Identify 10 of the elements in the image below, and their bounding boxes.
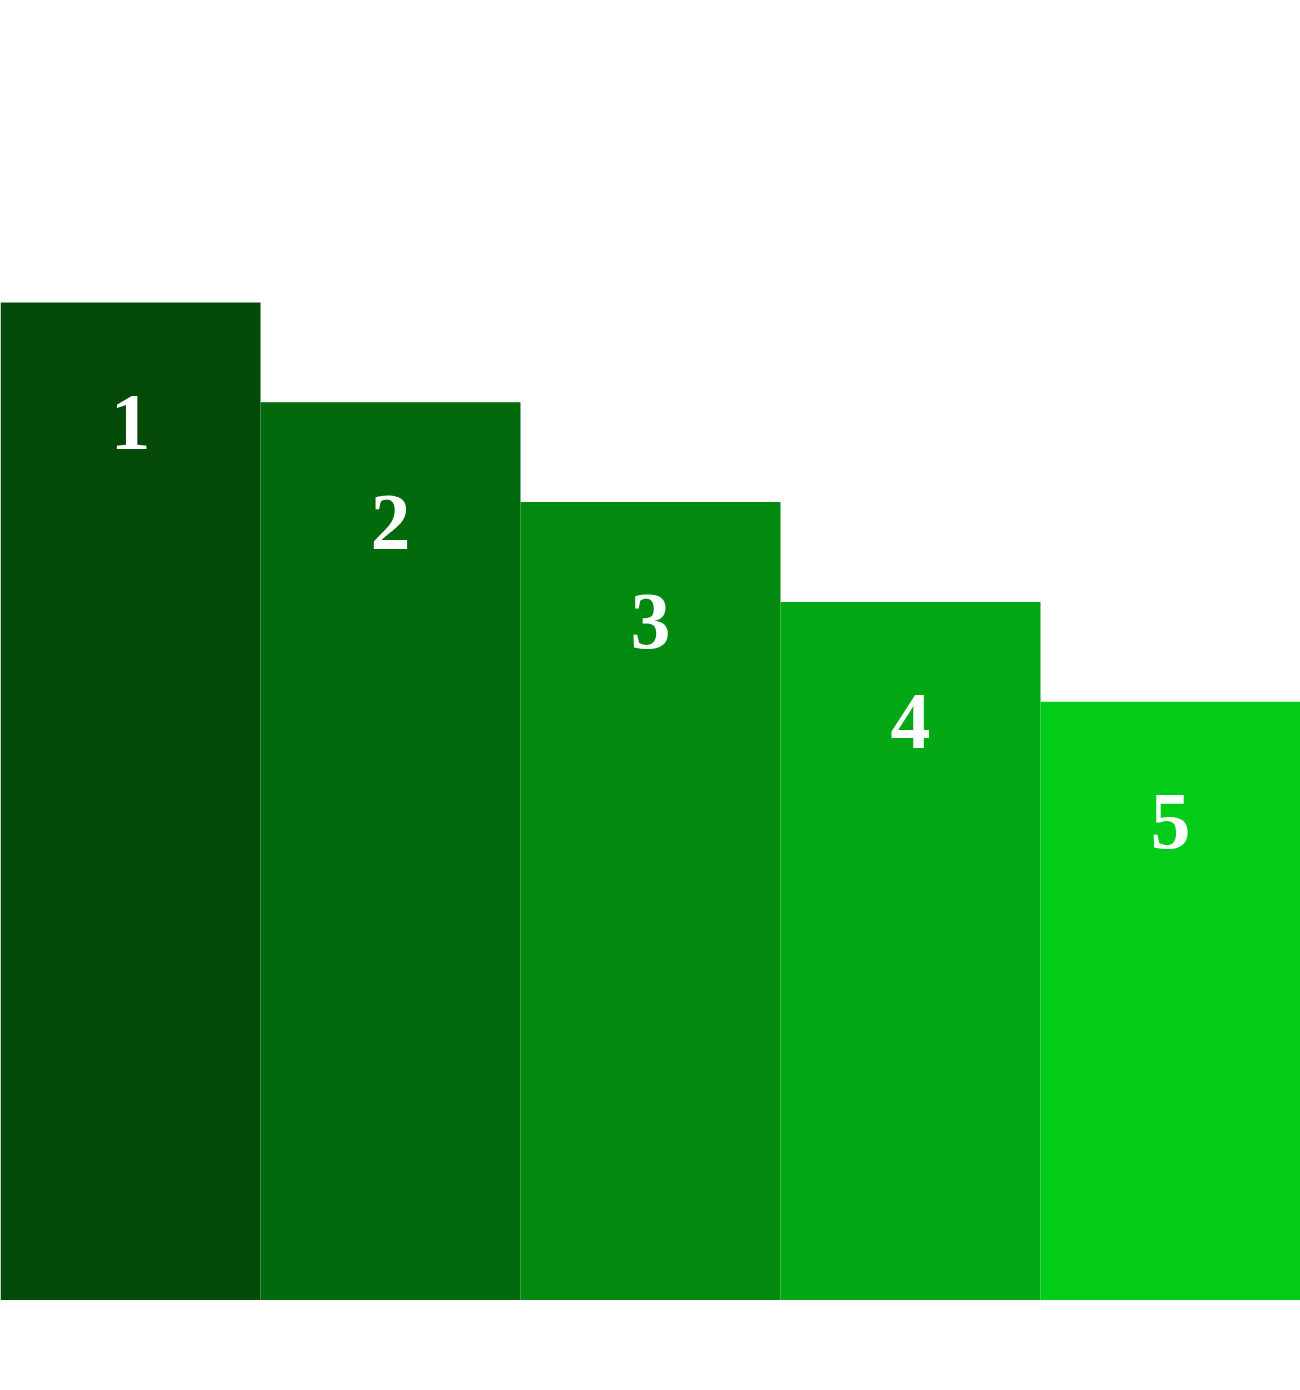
- x-tick-label: 4: [890, 677, 931, 766]
- x-tick-label: 3: [630, 577, 671, 666]
- bar: [260, 402, 521, 1300]
- x-tick-label: 5: [1150, 776, 1191, 865]
- bar: [0, 302, 261, 1300]
- bar: [780, 601, 1041, 1300]
- bar: [520, 502, 781, 1300]
- bar: [1040, 701, 1300, 1300]
- x-tick-label: 2: [370, 477, 411, 566]
- x-tick-label: 1: [110, 377, 151, 466]
